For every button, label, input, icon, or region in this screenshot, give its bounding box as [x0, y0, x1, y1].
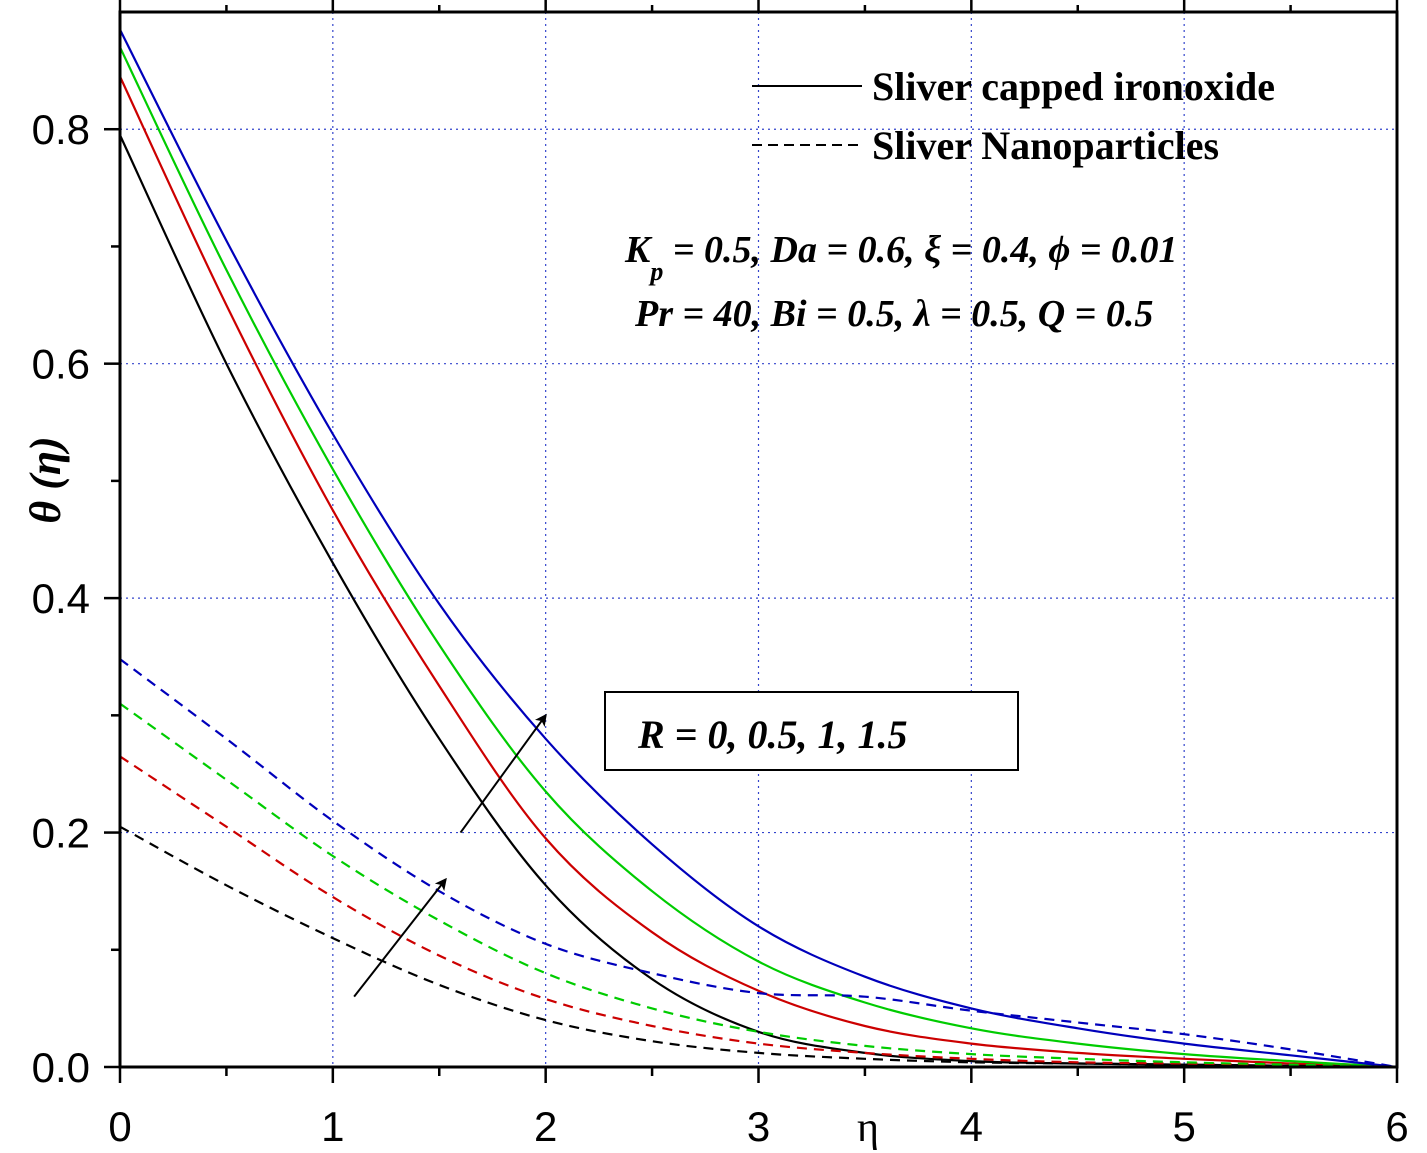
series-lines — [119, 29, 1398, 1069]
x-tick-label: 2 — [534, 1103, 557, 1150]
y-tick-label: 0.0 — [32, 1044, 90, 1091]
plot-frame — [118, 10, 1399, 1069]
series-line-dashed-4 — [119, 825, 1398, 1069]
y-tick-label: 0.2 — [32, 810, 90, 857]
x-tick-label: 3 — [747, 1103, 770, 1150]
series-line-solid-1 — [119, 76, 1398, 1069]
y-tick-label: 0.6 — [32, 341, 90, 388]
legend-label-solid: Sliver capped ironoxide — [872, 64, 1275, 109]
x-tick-label: 6 — [1385, 1103, 1408, 1150]
x-tick-label: 1 — [321, 1103, 344, 1150]
arrow-solid-trend — [459, 713, 547, 834]
axis-ticks — [104, 0, 1399, 1083]
series-line-dashed-7 — [119, 658, 1398, 1069]
tick-labels: 0 1 2 3 4 5 6 0.0 0.2 0.4 0.6 0.8 — [32, 106, 1409, 1150]
param-k-symbol: K — [624, 229, 653, 271]
series-line-solid-3 — [119, 29, 1398, 1069]
parameters-line-2: Pr = 40, Bi = 0.5, λ = 0.5, Q = 0.5 — [634, 293, 1153, 335]
parameters-line-1: Kp = 0.5, Da = 0.6, ξ = 0.4, ϕ = 0.01 — [624, 229, 1177, 286]
grid-lines — [120, 12, 1397, 1067]
param-k-subscript: p — [648, 257, 663, 286]
x-tick-label: 4 — [960, 1103, 983, 1150]
series-line-solid-2 — [119, 46, 1398, 1069]
series-line-dashed-6 — [119, 702, 1398, 1069]
r-values-label: R = 0, 0.5, 1, 1.5 — [637, 712, 907, 757]
legend-label-dashed: Sliver Nanoparticles — [872, 123, 1219, 168]
param-k-rest: = 0.5, Da = 0.6, ξ = 0.4, ϕ = 0.01 — [663, 229, 1177, 271]
legend: Sliver capped ironoxide Sliver Nanoparti… — [752, 64, 1275, 168]
r-values-box: R = 0, 0.5, 1, 1.5 — [604, 691, 1019, 771]
x-tick-label: 5 — [1172, 1103, 1195, 1150]
y-tick-label: 0.4 — [32, 575, 90, 622]
x-axis-label: η — [857, 1105, 879, 1151]
r-box-frame — [604, 691, 1019, 771]
y-axis-label: θ (η) — [21, 436, 70, 523]
arrow-dashed-trend — [353, 877, 447, 998]
series-line-dashed-5 — [119, 755, 1398, 1069]
y-tick-label: 0.8 — [32, 106, 90, 153]
x-tick-label: 0 — [108, 1103, 131, 1150]
